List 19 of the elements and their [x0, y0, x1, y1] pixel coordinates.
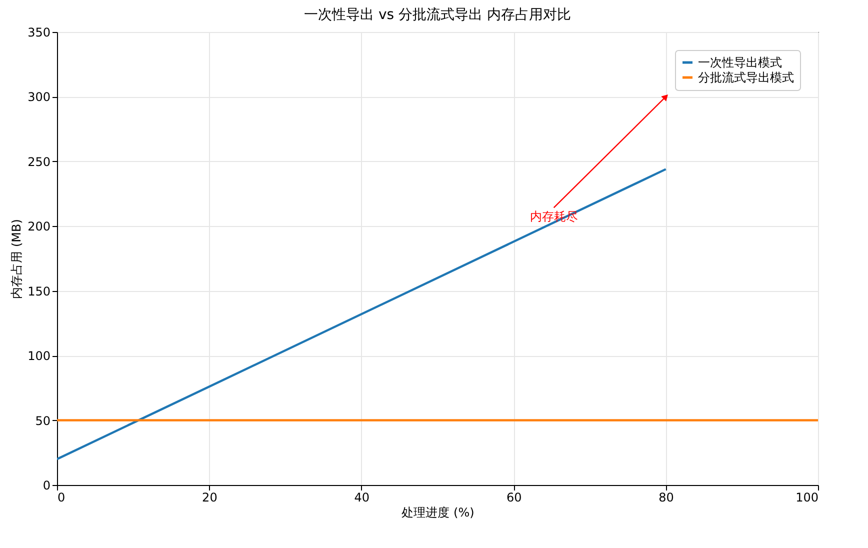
- y-tick-label: 200: [28, 220, 50, 234]
- y-tick-label: 150: [28, 284, 50, 298]
- y-axis-title: 内存占用 (MB): [10, 219, 24, 299]
- x-tick-label: 40: [354, 490, 370, 504]
- x-tick-label: 60: [506, 490, 522, 504]
- y-tick-label: 100: [28, 349, 50, 364]
- y-tick-label: 250: [28, 154, 50, 169]
- chart-title: 一次性导出 vs 分批流式导出 内存占用对比: [304, 7, 571, 23]
- legend-label: 分批流式导出模式: [698, 70, 794, 84]
- y-tick-label: 50: [35, 414, 50, 428]
- y-tick-label: 350: [28, 26, 50, 40]
- x-axis-title: 处理进度 (%): [402, 506, 474, 520]
- x-tick-label: 0: [58, 490, 66, 504]
- x-tick-label: 100: [796, 490, 818, 504]
- x-tick-label: 80: [658, 490, 674, 504]
- legend-label: 一次性导出模式: [698, 56, 782, 70]
- x-tick-label: 20: [202, 490, 218, 504]
- y-tick-label: 300: [28, 90, 50, 104]
- y-tick-label: 0: [42, 478, 50, 492]
